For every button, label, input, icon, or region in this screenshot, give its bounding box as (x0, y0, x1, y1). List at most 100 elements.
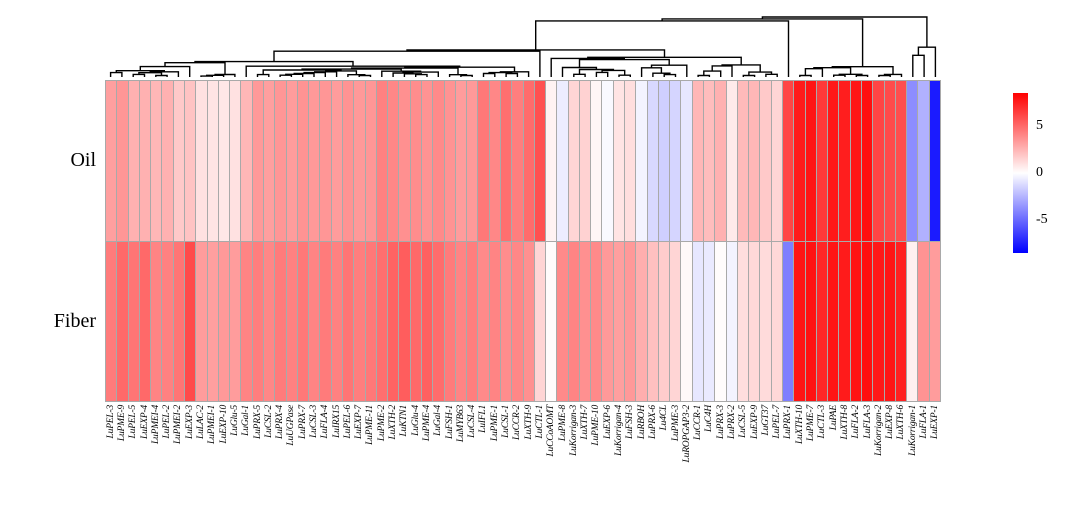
heatmap-cell (613, 81, 625, 241)
column-label: LuIFL1 (478, 405, 489, 433)
heatmap-cell (704, 241, 715, 401)
heatmap-cell (557, 241, 568, 401)
heatmap-cell (737, 81, 749, 241)
heatmap-cell (218, 241, 230, 401)
column-label: LuPRX-6 (647, 405, 658, 439)
heatmap-cell (647, 241, 658, 401)
column-label: LuCSL-3 (309, 405, 319, 438)
column-label: LuPMEI-4 (150, 405, 161, 445)
heatmap-cell (196, 81, 207, 241)
column-label: LuPEL-6 (342, 405, 353, 439)
column-label: LuPME-9 (116, 405, 127, 442)
heatmap-cell (139, 241, 151, 401)
heatmap-cell (433, 81, 444, 241)
heatmap-cell (771, 241, 783, 401)
heatmap-cell (286, 81, 297, 241)
heatmap-cell (241, 241, 252, 401)
column-label: LuPRX-3 (715, 405, 726, 439)
column-label: LuXTH-10 (794, 405, 805, 445)
column-label: LuFLA-2 (851, 405, 862, 439)
column-label: LuGal-4 (433, 405, 444, 436)
heatmap-cell (895, 81, 907, 241)
row-label-oil: Oil (70, 149, 96, 171)
column-label: LuKTN1 (399, 405, 410, 437)
heatmap-cell (173, 81, 184, 241)
column-label: LuPRX-7 (297, 405, 308, 439)
column-label: LuUGPase (286, 405, 297, 446)
heatmap-cell (309, 241, 320, 401)
heatmap-cell (173, 241, 184, 401)
heatmap-cell (794, 81, 805, 241)
heatmap-cell (455, 241, 467, 401)
column-label: LuKorrigan-3 (568, 405, 579, 456)
heatmap-cell (839, 241, 850, 401)
heatmap-cell (388, 81, 399, 241)
column-label: LuRBOH (636, 405, 647, 440)
column-label: LuPMEI-2 (173, 405, 184, 445)
heatmap-cell (568, 81, 579, 241)
heatmap-cell (726, 241, 737, 401)
heatmap-cell (410, 241, 421, 401)
heatmap-cell (241, 81, 252, 241)
heatmap-cell (613, 241, 625, 401)
column-label: LuC4H (704, 405, 715, 432)
column-label: LuFLA-4 (320, 405, 331, 439)
heatmap-cell (783, 81, 794, 241)
heatmap-cell (715, 81, 726, 241)
heatmap-cell (421, 81, 433, 241)
heatmap-cell (862, 241, 873, 401)
heatmap-cell (365, 81, 376, 241)
column-label: LuXTH-8 (839, 405, 850, 440)
heatmap-cell (749, 81, 760, 241)
heatmap-cell (636, 241, 647, 401)
heatmap-cell (895, 241, 907, 401)
heatmap-cell (478, 81, 489, 241)
heatmap-cell (704, 81, 715, 241)
heatmap-cell (918, 241, 929, 401)
heatmap-cell (399, 241, 410, 401)
heatmap-cell (523, 241, 534, 401)
heatmap-cell (444, 81, 455, 241)
heatmap-cell (816, 241, 828, 401)
heatmap-cell (805, 81, 816, 241)
heatmap-cell (625, 241, 636, 401)
heatmap-cell (297, 81, 309, 241)
heatmap-cell (421, 241, 433, 401)
column-label: LuPME-1 (489, 405, 500, 442)
heatmap-cell (151, 81, 162, 241)
column-label: LuCSL-1 (501, 405, 512, 438)
heatmap-cell (546, 81, 557, 241)
column-label: LuPME-7 (806, 405, 817, 442)
column-label: LuEXP-7 (354, 405, 365, 439)
column-label: LuPME-8 (557, 405, 568, 442)
heatmap-cell (309, 81, 320, 241)
heatmap-cell (737, 241, 749, 401)
column-label: LuPRX-1 (783, 405, 794, 439)
column-label: LuEXP-1 (930, 405, 941, 439)
heatmap-cell (489, 81, 500, 241)
column-label: LuGT37 (760, 405, 771, 436)
legend-tick-negative: -5 (1036, 212, 1048, 227)
legend-tick-zero: 0 (1036, 165, 1043, 180)
column-label: LuXTH-2 (388, 405, 399, 440)
column-label: LuPEL-3 (105, 405, 116, 439)
heatmap-cell (455, 81, 467, 241)
heatmap-cell (162, 81, 173, 241)
heatmap-cell (106, 81, 117, 241)
heatmap-cell (263, 241, 275, 401)
heatmap-cell (658, 81, 670, 241)
heatmap-cell (760, 241, 771, 401)
heatmap-cell (489, 241, 500, 401)
column-label: LuPRX-2 (727, 405, 737, 439)
column-label: LuKorrigan-2 (873, 405, 884, 456)
heatmap-grid (105, 80, 941, 402)
column-dendrogram (109, 16, 937, 77)
heatmap-cell (354, 241, 365, 401)
heatmap-cell (500, 241, 512, 401)
heatmap-cell (500, 81, 512, 241)
heatmap-cell (726, 81, 737, 241)
column-label: LuCSL-4 (467, 405, 478, 438)
heatmap-cell (591, 81, 602, 241)
column-label: LuXTH-7 (580, 405, 591, 440)
column-label: LuLAC-2 (196, 405, 207, 439)
